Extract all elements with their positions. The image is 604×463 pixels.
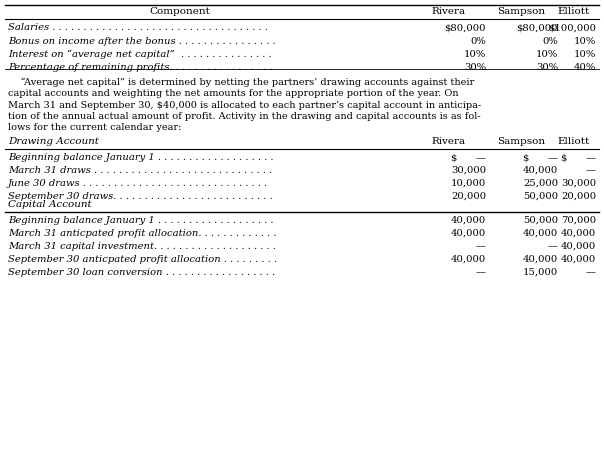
Text: March 31 anticpated profit allocation. . . . . . . . . . . . .: March 31 anticpated profit allocation. .… — [8, 229, 277, 238]
Text: 40,000: 40,000 — [522, 255, 558, 264]
Text: Component: Component — [150, 7, 210, 16]
Text: June 30 draws . . . . . . . . . . . . . . . . . . . . . . . . . . . . . .: June 30 draws . . . . . . . . . . . . . … — [8, 179, 268, 188]
Text: 20,000: 20,000 — [451, 192, 486, 201]
Text: $80,000: $80,000 — [516, 23, 558, 32]
Text: 15,000: 15,000 — [522, 268, 558, 277]
Text: 40,000: 40,000 — [451, 255, 486, 264]
Text: 40,000: 40,000 — [522, 166, 558, 175]
Text: —: — — [548, 242, 558, 251]
Text: “Average net capital” is determined by netting the partners’ drawing accounts ag: “Average net capital” is determined by n… — [8, 77, 474, 87]
Text: March 31 capital investment. . . . . . . . . . . . . . . . . . . .: March 31 capital investment. . . . . . .… — [8, 242, 276, 251]
Text: 30%: 30% — [464, 63, 486, 73]
Text: 10%: 10% — [574, 50, 596, 59]
Text: September 30 draws. . . . . . . . . . . . . . . . . . . . . . . . . .: September 30 draws. . . . . . . . . . . … — [8, 192, 272, 201]
Text: Salaries . . . . . . . . . . . . . . . . . . . . . . . . . . . . . . . . . . .: Salaries . . . . . . . . . . . . . . . .… — [8, 23, 268, 32]
Text: lows for the current calendar year:: lows for the current calendar year: — [8, 124, 181, 132]
Text: $100,000: $100,000 — [548, 23, 596, 32]
Text: March 31 draws . . . . . . . . . . . . . . . . . . . . . . . . . . . . .: March 31 draws . . . . . . . . . . . . .… — [8, 166, 272, 175]
Text: 30%: 30% — [536, 63, 558, 73]
Text: 50,000: 50,000 — [523, 192, 558, 201]
Text: Elliott: Elliott — [558, 7, 590, 16]
Text: 0%: 0% — [471, 37, 486, 45]
Text: Capital Account: Capital Account — [8, 200, 92, 209]
Text: Drawing Account: Drawing Account — [8, 137, 99, 146]
Text: Rivera: Rivera — [432, 137, 466, 146]
Text: tion of the annual actual amount of profit. Activity in the drawing and capital : tion of the annual actual amount of prof… — [8, 112, 481, 121]
Text: —: — — [476, 268, 486, 277]
Text: 70,000: 70,000 — [561, 216, 596, 225]
Text: March 31 and September 30, $40,000 is allocated to each partner’s capital accoun: March 31 and September 30, $40,000 is al… — [8, 100, 481, 110]
Text: $      —: $ — — [451, 153, 486, 162]
Text: 40,000: 40,000 — [561, 229, 596, 238]
Text: 30,000: 30,000 — [451, 166, 486, 175]
Text: 40,000: 40,000 — [451, 216, 486, 225]
Text: 40,000: 40,000 — [561, 255, 596, 264]
Text: Beginning balance January 1 . . . . . . . . . . . . . . . . . . .: Beginning balance January 1 . . . . . . … — [8, 216, 274, 225]
Text: Bonus on income after the bonus . . . . . . . . . . . . . . . .: Bonus on income after the bonus . . . . … — [8, 37, 275, 45]
Text: Interest on “average net capital”  . . . . . . . . . . . . . . .: Interest on “average net capital” . . . … — [8, 50, 272, 59]
Text: Elliott: Elliott — [558, 137, 590, 146]
Text: September 30 anticpated profit allocation . . . . . . . . .: September 30 anticpated profit allocatio… — [8, 255, 277, 264]
Text: 40%: 40% — [574, 63, 596, 73]
Text: Beginning balance January 1 . . . . . . . . . . . . . . . . . . .: Beginning balance January 1 . . . . . . … — [8, 153, 274, 162]
Text: —: — — [476, 242, 486, 251]
Text: 10,000: 10,000 — [451, 179, 486, 188]
Text: 20,000: 20,000 — [561, 192, 596, 201]
Text: $80,000: $80,000 — [445, 23, 486, 32]
Text: —: — — [586, 268, 596, 277]
Text: $      —: $ — — [561, 153, 596, 162]
Text: Sampson: Sampson — [497, 137, 545, 146]
Text: 0%: 0% — [542, 37, 558, 45]
Text: Sampson: Sampson — [497, 7, 545, 16]
Text: 40,000: 40,000 — [561, 242, 596, 251]
Text: 40,000: 40,000 — [522, 229, 558, 238]
Text: $      —: $ — — [523, 153, 558, 162]
Text: 10%: 10% — [574, 37, 596, 45]
Text: Percentage of remaining profits. . . . . . . . . . . . . . . . .: Percentage of remaining profits. . . . .… — [8, 63, 272, 73]
Text: 10%: 10% — [536, 50, 558, 59]
Text: 50,000: 50,000 — [523, 216, 558, 225]
Text: 25,000: 25,000 — [523, 179, 558, 188]
Text: September 30 loan conversion . . . . . . . . . . . . . . . . . .: September 30 loan conversion . . . . . .… — [8, 268, 275, 277]
Text: 40,000: 40,000 — [451, 229, 486, 238]
Text: Rivera: Rivera — [432, 7, 466, 16]
Text: —: — — [586, 166, 596, 175]
Text: 10%: 10% — [464, 50, 486, 59]
Text: 30,000: 30,000 — [561, 179, 596, 188]
Text: capital accounts and weighting the net amounts for the appropriate portion of th: capital accounts and weighting the net a… — [8, 89, 458, 98]
